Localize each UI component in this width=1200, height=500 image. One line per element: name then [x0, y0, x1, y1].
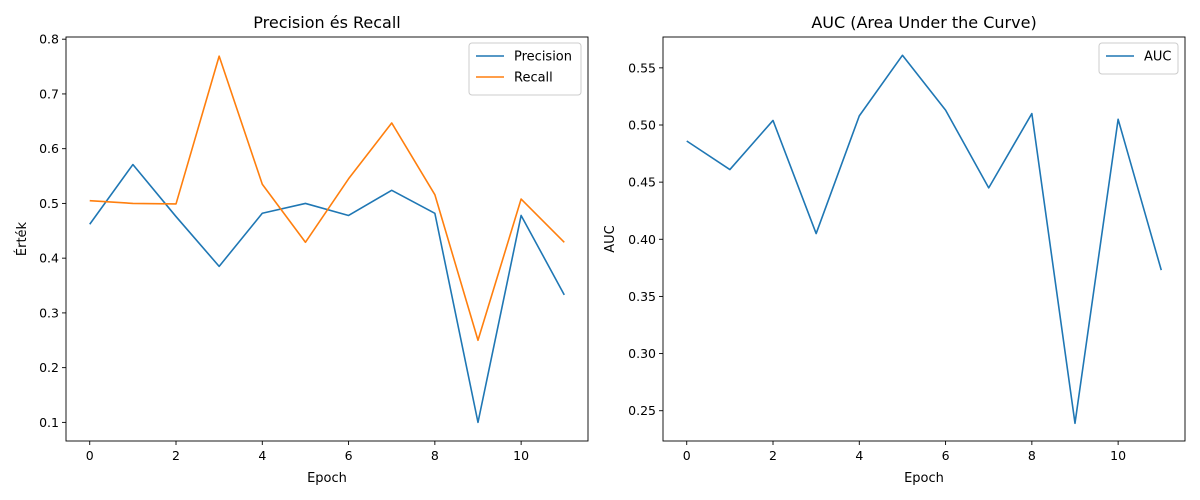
pr-series-line-recall [89, 55, 565, 342]
auc-chart-title: AUC (Area Under the Curve) [811, 13, 1036, 32]
auc-y-tick-label: 0.30 [628, 346, 656, 361]
auc-plot-frame [662, 36, 1186, 442]
pr-y-tick-label: 0.1 [39, 415, 59, 430]
auc-x-axis-label: Epoch [904, 471, 944, 486]
pr-x-tick-label: 8 [431, 448, 439, 463]
pr-legend-label-recall: Recall [514, 71, 553, 86]
auc-series-line-auc [686, 54, 1163, 425]
auc-y-tick-label: 0.50 [628, 118, 656, 133]
pr-x-tick-label: 0 [86, 448, 94, 463]
pr-plot-frame [65, 36, 589, 442]
pr-x-tick-label: 4 [258, 448, 266, 463]
auc-y-axis-label: AUC [603, 225, 618, 253]
pr-y-tick-label: 0.7 [39, 86, 59, 101]
pr-x-tick-label: 2 [172, 448, 180, 463]
auc-x-tick-label: 6 [942, 448, 950, 463]
auc-y-tick-label: 0.45 [628, 175, 656, 190]
auc-y-tick-label: 0.55 [628, 60, 656, 75]
auc-y-tick-label: 0.35 [628, 289, 656, 304]
auc-legend: AUC [1098, 42, 1179, 75]
pr-y-tick-label: 0.2 [39, 360, 59, 375]
auc-x-tick-label: 8 [1028, 448, 1036, 463]
pr-y-tick-label: 0.6 [39, 141, 59, 156]
pr-x-tick-label: 10 [513, 448, 529, 463]
pr-x-axis-label: Epoch [307, 471, 347, 486]
auc-x-tick-label: 4 [855, 448, 863, 463]
pr-chart-title: Precision és Recall [253, 13, 400, 32]
auc-legend-label-auc: AUC [1144, 50, 1172, 65]
pr-y-tick-label: 0.5 [39, 196, 59, 211]
pr-x-tick-label: 6 [345, 448, 353, 463]
auc-y-tick-label: 0.40 [628, 232, 656, 247]
pr-legend-label-precision: Precision [514, 50, 572, 65]
auc-chart: AUC (Area Under the Curve) 0 2 4 6 8 10 0.25 0.3… [603, 13, 1186, 486]
pr-y-tick-label: 0.3 [39, 305, 59, 320]
auc-x-tick-label: 10 [1110, 448, 1126, 463]
pr-chart: Precision és Recall 0 2 4 6 8 10 0.1 0.2 0.3 0.4 0.… [14, 13, 589, 486]
auc-x-tick-label: 2 [769, 448, 777, 463]
auc-y-tick-label: 0.25 [628, 403, 656, 418]
pr-y-axis-label: Érték [14, 221, 30, 256]
auc-x-tick-label: 0 [683, 448, 691, 463]
pr-legend: Precision Recall [468, 42, 582, 96]
pr-y-tick-label: 0.4 [39, 251, 59, 266]
auc-legend-box [1098, 42, 1179, 75]
pr-y-tick-label: 0.8 [39, 32, 59, 47]
